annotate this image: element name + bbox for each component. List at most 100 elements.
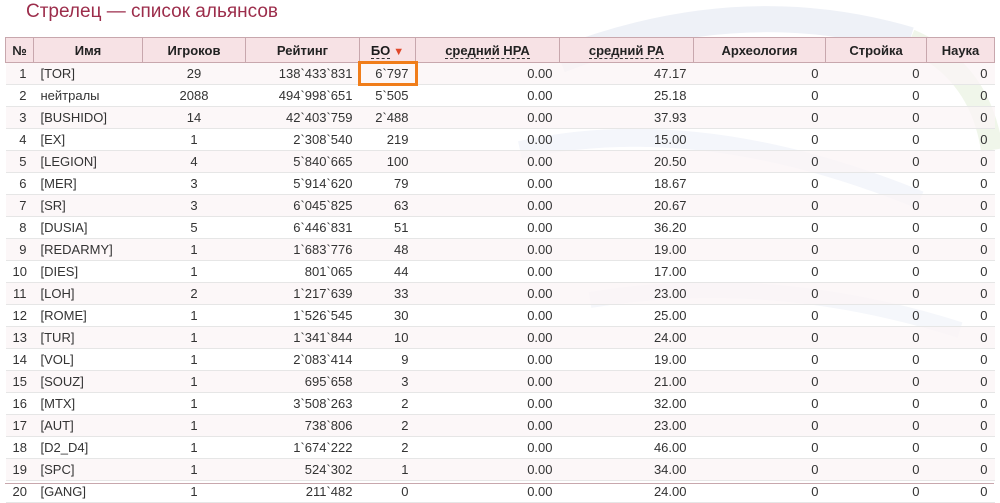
cell-players[interactable]: 3: [142, 194, 246, 217]
cell-avg-hra: 0.00: [415, 260, 560, 283]
cell-num: 17: [5, 414, 34, 437]
cell-avg-ra: 23.00: [559, 414, 694, 437]
cell-num: 2: [5, 84, 34, 107]
alliance-name-link[interactable]: [LEGION]: [33, 150, 143, 173]
cell-archaeology: 0: [693, 194, 826, 217]
cell-rating: 1`683`776: [245, 238, 360, 261]
cell-avg-ra: 34.00: [559, 458, 694, 481]
header-avg-ra[interactable]: средний PA: [559, 37, 694, 63]
cell-players[interactable]: 14: [142, 106, 246, 129]
alliance-name-link[interactable]: [SOUZ]: [33, 370, 143, 393]
cell-avg-hra: 0.00: [415, 128, 560, 151]
cell-players[interactable]: 1: [142, 436, 246, 459]
cell-avg-hra: 0.00: [415, 84, 560, 107]
cell-players[interactable]: 29: [142, 62, 246, 85]
header-avg-hra[interactable]: средний HPA: [415, 37, 560, 63]
cell-players[interactable]: 4: [142, 150, 246, 173]
cell-avg-ra: 15.00: [559, 128, 694, 151]
cell-players[interactable]: 1: [142, 370, 246, 393]
cell-science: 0: [926, 458, 995, 481]
alliance-name-link[interactable]: [SR]: [33, 194, 143, 217]
cell-players[interactable]: 1: [142, 128, 246, 151]
alliance-name-link[interactable]: [DUSIA]: [33, 216, 143, 239]
cell-players[interactable]: 3: [142, 172, 246, 195]
cell-players[interactable]: 1: [142, 414, 246, 437]
cell-construction: 0: [825, 414, 927, 437]
cell-construction: 0: [825, 62, 927, 85]
cell-science: 0: [926, 128, 995, 151]
cell-players[interactable]: 2088: [142, 84, 246, 107]
cell-archaeology: 0: [693, 150, 826, 173]
cell-archaeology: 0: [693, 282, 826, 305]
cell-players[interactable]: 1: [142, 348, 246, 371]
cell-players[interactable]: 1: [142, 392, 246, 415]
cell-bo: 44: [359, 260, 416, 283]
alliance-name-link[interactable]: [REDARMY]: [33, 238, 143, 261]
cell-archaeology: 0: [693, 128, 826, 151]
cell-num: 19: [5, 458, 34, 481]
cell-bo: 6`797: [357, 61, 418, 86]
header-num[interactable]: №: [5, 37, 34, 63]
cell-rating: 5`914`620: [245, 172, 360, 195]
alliance-name-link[interactable]: [TUR]: [33, 326, 143, 349]
table-row: 10 [DIES] 1 801`065 44 0.00 17.00 0 0 0: [5, 260, 995, 283]
alliance-name-link[interactable]: [AUT]: [33, 414, 143, 437]
cell-avg-hra: 0.00: [415, 414, 560, 437]
alliance-name-link[interactable]: [D2_D4]: [33, 436, 143, 459]
alliance-name-link[interactable]: [MER]: [33, 172, 143, 195]
cell-rating: 42`403`759: [245, 106, 360, 129]
cell-avg-hra: 0.00: [415, 150, 560, 173]
table-row: 7 [SR] 3 6`045`825 63 0.00 20.67 0 0 0: [5, 194, 995, 217]
cell-players[interactable]: 2: [142, 282, 246, 305]
cell-rating: 695`658: [245, 370, 360, 393]
header-rating[interactable]: Рейтинг: [245, 37, 360, 63]
cell-players[interactable]: 1: [142, 238, 246, 261]
alliance-name-link[interactable]: [ROME]: [33, 304, 143, 327]
table-row: 14 [VOL] 1 2`083`414 9 0.00 19.00 0 0 0: [5, 348, 995, 371]
cell-rating: 3`508`263: [245, 392, 360, 415]
cell-num: 11: [5, 282, 34, 305]
cell-bo: 9: [359, 348, 416, 371]
cell-construction: 0: [825, 260, 927, 283]
sort-desc-icon: ▼: [393, 45, 405, 58]
cell-avg-hra: 0.00: [415, 282, 560, 305]
cell-players[interactable]: 1: [142, 326, 246, 349]
header-construction[interactable]: Стройка: [825, 37, 927, 63]
alliance-name-link[interactable]: [SPC]: [33, 458, 143, 481]
cell-construction: 0: [825, 436, 927, 459]
header-players[interactable]: Игроков: [142, 37, 246, 63]
header-name[interactable]: Имя: [33, 37, 143, 63]
cell-avg-ra: 20.67: [559, 194, 694, 217]
cell-construction: 0: [825, 282, 927, 305]
header-archaeology[interactable]: Археология: [693, 37, 826, 63]
alliance-name-link[interactable]: [MTX]: [33, 392, 143, 415]
cell-avg-ra: 23.00: [559, 282, 694, 305]
cell-avg-ra: 47.17: [559, 62, 694, 85]
table-row: 11 [LOH] 2 1`217`639 33 0.00 23.00 0 0 0: [5, 282, 995, 305]
header-bo[interactable]: БО ▼: [359, 37, 416, 63]
cell-players[interactable]: 1: [142, 458, 246, 481]
cell-bo: 2`488: [359, 106, 416, 129]
table-row: 13 [TUR] 1 1`341`844 10 0.00 24.00 0 0 0: [5, 326, 995, 349]
alliance-name-link[interactable]: [LOH]: [33, 282, 143, 305]
cell-construction: 0: [825, 216, 927, 239]
cell-players[interactable]: 1: [142, 260, 246, 283]
cell-players[interactable]: 1: [142, 304, 246, 327]
alliance-name-link[interactable]: [TOR]: [33, 62, 143, 85]
cell-science: 0: [926, 172, 995, 195]
cell-players[interactable]: 5: [142, 216, 246, 239]
cell-bo: 2: [359, 414, 416, 437]
alliance-name-link[interactable]: [DIES]: [33, 260, 143, 283]
cell-rating: 1`674`222: [245, 436, 360, 459]
cell-num: 7: [5, 194, 34, 217]
table-row: 8 [DUSIA] 5 6`446`831 51 0.00 36.20 0 0 0: [5, 216, 995, 239]
alliance-name-link[interactable]: [BUSHIDO]: [33, 106, 143, 129]
cell-avg-ra: 36.20: [559, 216, 694, 239]
cell-construction: 0: [825, 304, 927, 327]
header-bo-label: БО: [370, 42, 391, 59]
cell-rating: 738`806: [245, 414, 360, 437]
alliance-name-link[interactable]: [EX]: [33, 128, 143, 151]
header-science[interactable]: Наука: [926, 37, 995, 63]
table-row: 4 [EX] 1 2`308`540 219 0.00 15.00 0 0 0: [5, 128, 995, 151]
alliance-name-link[interactable]: [VOL]: [33, 348, 143, 371]
